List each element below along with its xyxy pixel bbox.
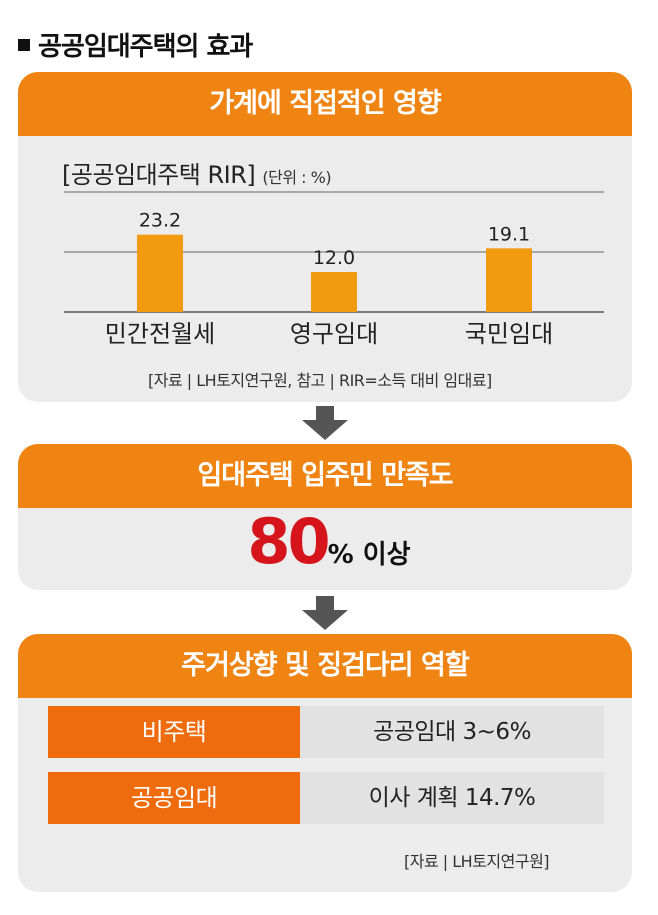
- category-label: 국민임대: [465, 320, 553, 348]
- category-label: 민간전월세: [105, 320, 215, 348]
- row-value: 이사 계획 14.7%: [300, 772, 604, 824]
- row-value: 공공임대 3~6%: [300, 706, 604, 758]
- page-title: 공공임대주택의 효과: [18, 26, 253, 63]
- satisfaction-panel: 임대주택 입주민 만족도: [18, 444, 632, 590]
- rir-panel: 가계에 직접적인 영향: [18, 72, 632, 402]
- bar: [137, 234, 183, 312]
- row-label: 공공임대: [48, 772, 300, 824]
- chart-title: [공공임대주택 RIR] (단위 : %): [62, 155, 332, 190]
- page-title-text: 공공임대주택의 효과: [38, 32, 253, 62]
- section1-source: [자료 | LH토지연구원, 참고 | RIR=소득 대비 임대료]: [148, 371, 492, 390]
- data-label: 12.0: [313, 247, 355, 269]
- rir-bar-chart: 23.2 민간전월세 12.0 영구임대 19.1 국민임대: [64, 191, 604, 348]
- section1-heading: 가계에 직접적인 영향: [18, 72, 632, 136]
- down-arrow-icon: [302, 406, 348, 440]
- satisfaction-figure: 80% 이상: [0, 505, 658, 578]
- bar: [311, 272, 357, 312]
- down-arrow-icon: [302, 596, 348, 630]
- category-label: 영구임대: [290, 320, 378, 348]
- data-label: 23.2: [139, 210, 181, 232]
- section3-source: [자료 | LH토지연구원]: [404, 852, 550, 871]
- chart-title-text: [공공임대주택 RIR]: [62, 161, 256, 189]
- square-bullet-icon: [18, 39, 30, 51]
- stepping-stone-panel: 주거상향 및 징검다리 역할: [18, 634, 632, 892]
- bar: [486, 248, 532, 312]
- section2-heading: 임대주택 입주민 만족도: [18, 444, 632, 508]
- satisfaction-suffix: % 이상: [327, 540, 411, 570]
- satisfaction-value: 80: [247, 505, 330, 578]
- section3-heading: 주거상향 및 징검다리 역할: [18, 634, 632, 698]
- chart-unit: (단위 : %): [262, 168, 332, 187]
- row-label: 비주택: [48, 706, 300, 758]
- data-label: 19.1: [488, 223, 530, 245]
